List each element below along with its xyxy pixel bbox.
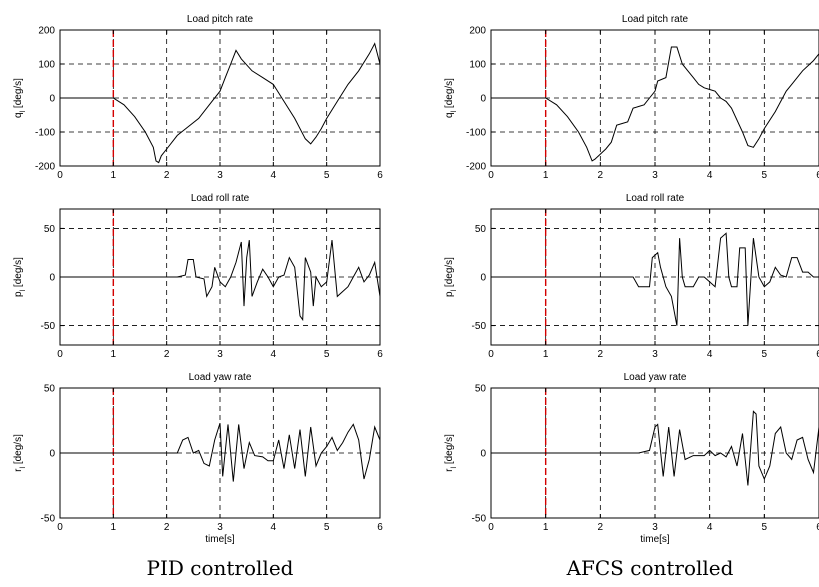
y-tick-label: 0 xyxy=(480,273,486,284)
x-tick-label: 2 xyxy=(164,522,170,533)
caption-pid-controlled: PID controlled xyxy=(146,556,294,580)
x-tick-label: 5 xyxy=(762,170,768,181)
x-tick-label: 1 xyxy=(111,522,117,533)
y-axis-label: rl [deg/s] xyxy=(13,434,27,472)
x-tick-label: 6 xyxy=(816,349,819,360)
y-tick-label: 50 xyxy=(475,224,487,235)
y-tick-label: 50 xyxy=(44,384,56,395)
x-tick-label: 1 xyxy=(111,170,117,181)
chart-panel-2: 0 1 2 3 4 5 6 -50 0 50 Load roll rate pl [deg/s] xyxy=(13,193,383,360)
y-axis-label: ql [deg/s] xyxy=(444,78,458,118)
y-tick-label: 0 xyxy=(480,94,486,105)
chart-panel-5: 0 1 2 3 4 5 6 -50 0 50 Load roll rate pl [deg/s] xyxy=(444,193,819,360)
x-tick-label: 5 xyxy=(324,170,330,181)
y-tick-label: -200 xyxy=(35,162,55,173)
series-line-1 xyxy=(491,232,819,326)
x-tick-label: 4 xyxy=(707,349,713,360)
y-tick-label: 200 xyxy=(469,26,486,37)
series-line-1 xyxy=(60,42,380,164)
y-tick-label: 0 xyxy=(49,449,55,460)
chart-title: Load roll rate xyxy=(191,193,250,204)
x-tick-label: 3 xyxy=(217,349,223,360)
x-tick-label: 0 xyxy=(488,522,494,533)
y-tick-label: -50 xyxy=(41,321,56,332)
x-tick-label: 2 xyxy=(598,522,604,533)
y-tick-label: -50 xyxy=(472,321,487,332)
x-tick-label: 5 xyxy=(324,522,330,533)
y-tick-label: 100 xyxy=(469,60,486,71)
x-tick-label: 6 xyxy=(377,349,383,360)
x-tick-label: 5 xyxy=(762,522,768,533)
chart-title: Load pitch rate xyxy=(622,14,689,25)
y-tick-label: -100 xyxy=(466,128,486,139)
x-axis-label: time[s] xyxy=(640,534,670,545)
y-tick-label: -200 xyxy=(466,162,486,173)
x-tick-label: 5 xyxy=(762,349,768,360)
y-tick-label: -50 xyxy=(41,514,56,525)
y-tick-label: 0 xyxy=(49,94,55,105)
x-tick-label: 2 xyxy=(598,349,604,360)
x-tick-label: 3 xyxy=(217,522,223,533)
x-tick-label: 6 xyxy=(816,522,819,533)
x-tick-label: 1 xyxy=(543,522,549,533)
x-tick-label: 0 xyxy=(57,349,63,360)
y-axis-label: pl [deg/s] xyxy=(13,257,27,297)
x-tick-label: 2 xyxy=(598,170,604,181)
y-tick-label: -50 xyxy=(472,514,487,525)
y-axis-label: pl [deg/s] xyxy=(444,257,458,297)
y-tick-label: 200 xyxy=(38,26,55,37)
x-tick-label: 4 xyxy=(271,349,277,360)
x-tick-label: 4 xyxy=(707,522,713,533)
x-tick-label: 3 xyxy=(652,522,658,533)
x-tick-label: 3 xyxy=(652,349,658,360)
y-tick-label: 50 xyxy=(44,224,56,235)
chart-panel-4: 0 1 2 3 4 5 6 -200 -100 0 100 200 Load pitch rate ql … xyxy=(444,14,819,181)
x-tick-label: 2 xyxy=(164,170,170,181)
x-tick-label: 4 xyxy=(707,170,713,181)
x-tick-label: 0 xyxy=(488,170,494,181)
series-line-1 xyxy=(491,46,819,162)
x-tick-label: 2 xyxy=(164,349,170,360)
x-tick-label: 3 xyxy=(217,170,223,181)
chart-title: Load yaw rate xyxy=(189,372,252,383)
x-tick-label: 4 xyxy=(271,170,277,181)
y-tick-label: 100 xyxy=(38,60,55,71)
chart-panel-1: 0 1 2 3 4 5 6 -200 -100 0 100 200 Load pitch rate ql … xyxy=(13,14,383,181)
x-tick-label: 1 xyxy=(543,349,549,360)
series-line-1 xyxy=(60,240,380,322)
x-tick-label: 0 xyxy=(488,349,494,360)
y-axis-label: rl [deg/s] xyxy=(444,434,458,472)
series-line-1 xyxy=(60,422,380,482)
y-tick-label: -100 xyxy=(35,128,55,139)
caption-afcs-controlled: AFCS controlled xyxy=(566,556,734,580)
chart-title: Load roll rate xyxy=(626,193,685,204)
x-axis-label: time[s] xyxy=(205,534,235,545)
x-tick-label: 6 xyxy=(816,170,819,181)
chart-title: Load yaw rate xyxy=(624,372,687,383)
y-tick-label: 0 xyxy=(49,273,55,284)
x-tick-label: 3 xyxy=(652,170,658,181)
x-tick-label: 0 xyxy=(57,170,63,181)
x-tick-label: 1 xyxy=(543,170,549,181)
x-tick-label: 1 xyxy=(111,349,117,360)
x-tick-label: 4 xyxy=(271,522,277,533)
x-tick-label: 6 xyxy=(377,170,383,181)
series-line-1 xyxy=(491,410,819,486)
x-tick-label: 6 xyxy=(377,522,383,533)
y-axis-label: ql [deg/s] xyxy=(13,78,27,118)
chart-title: Load pitch rate xyxy=(187,14,254,25)
y-tick-label: 50 xyxy=(475,384,487,395)
x-tick-label: 0 xyxy=(57,522,63,533)
y-tick-label: 0 xyxy=(480,449,486,460)
x-tick-label: 5 xyxy=(324,349,330,360)
